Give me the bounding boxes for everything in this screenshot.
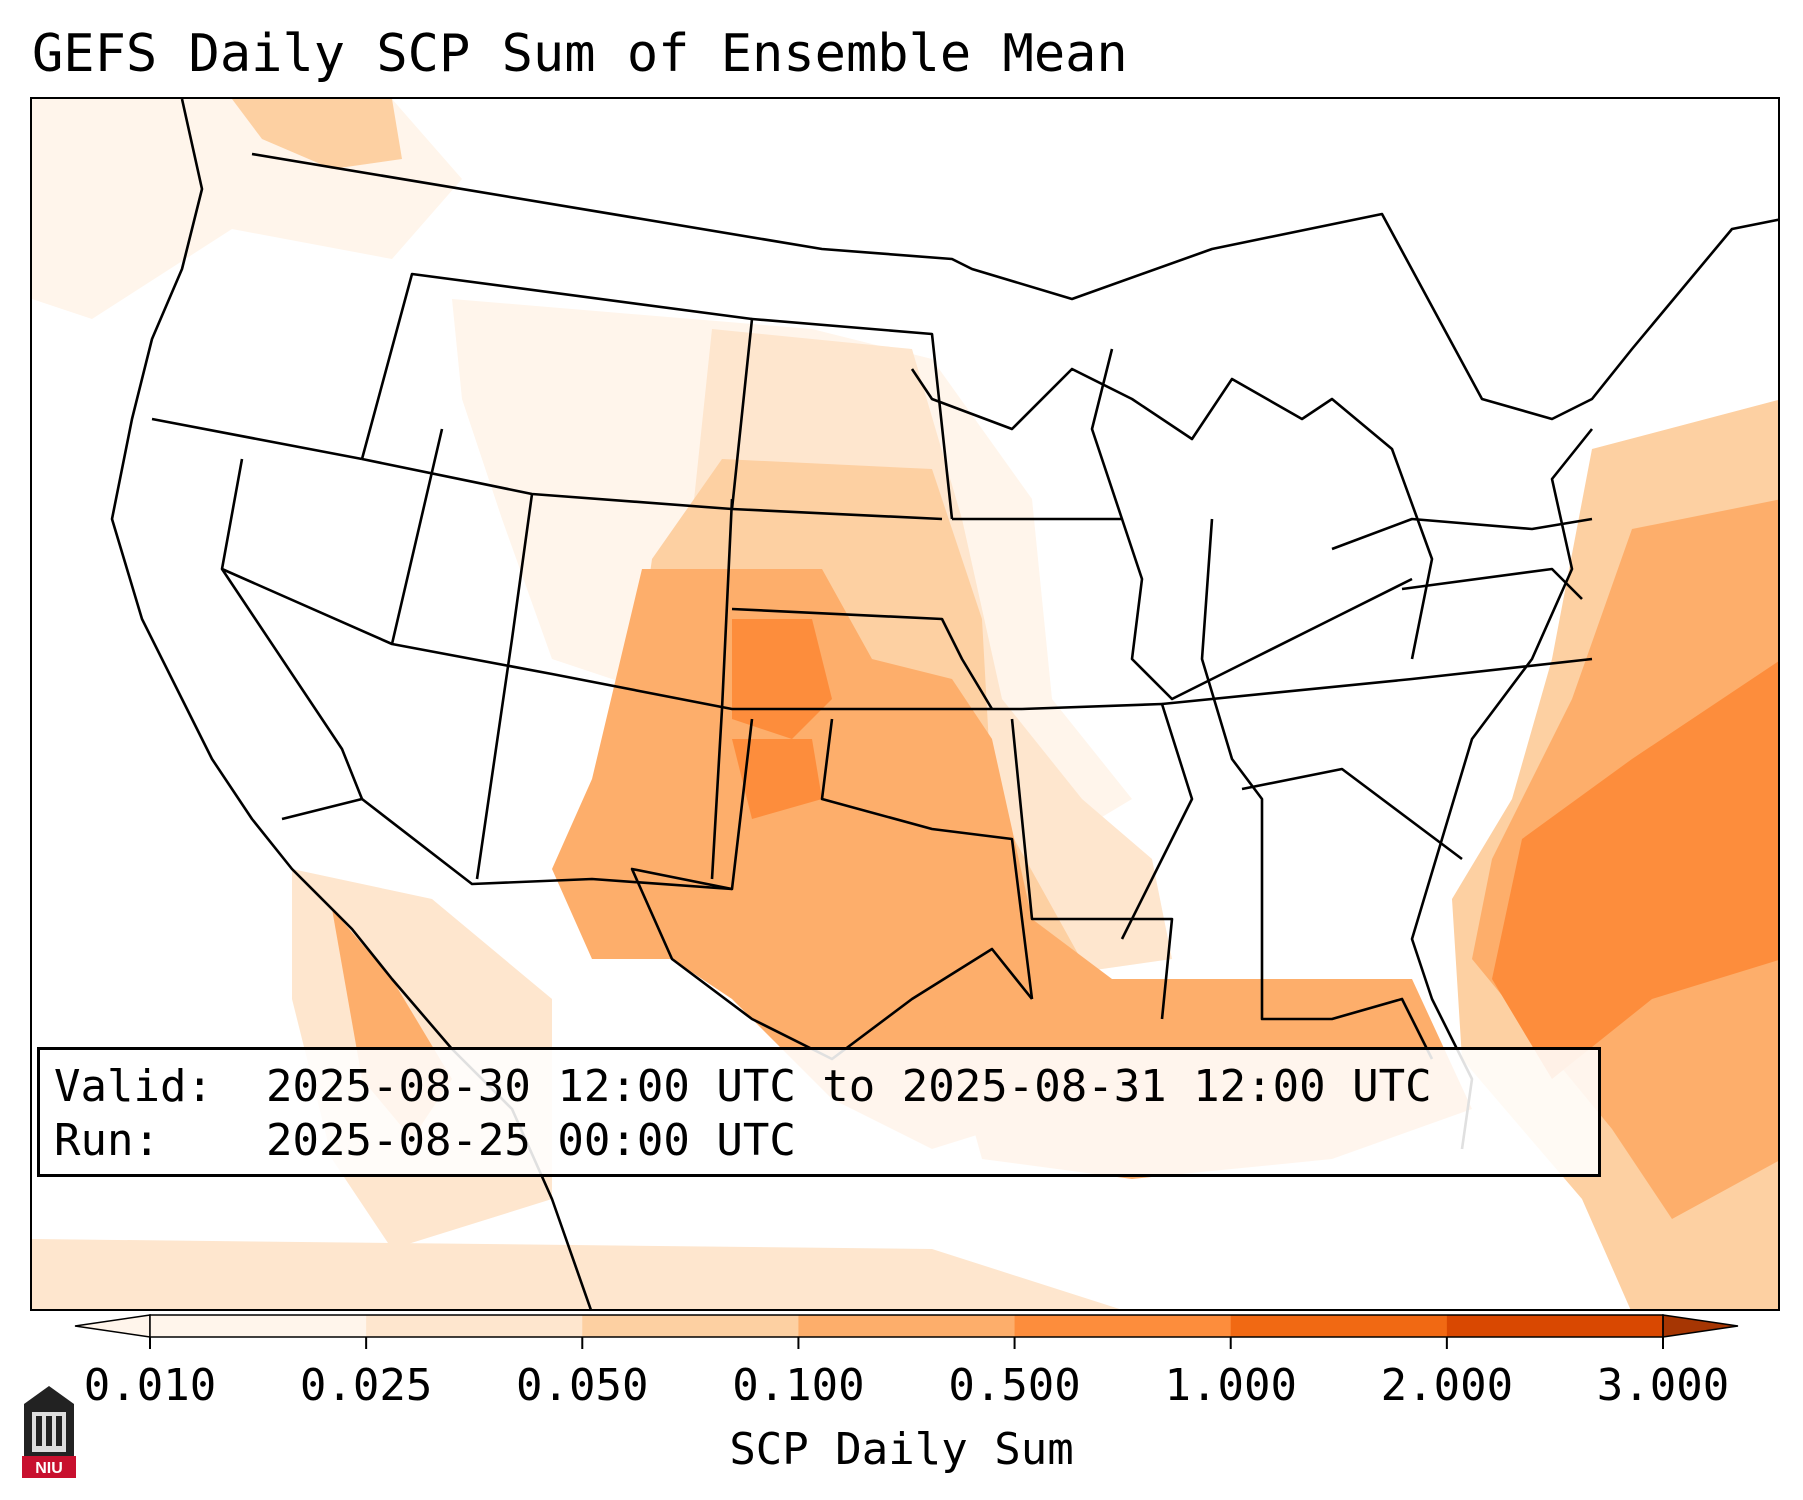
valid-label: Valid:	[54, 1061, 213, 1112]
run-value: 2025-08-25 00:00 UTC	[266, 1115, 796, 1166]
colorbar-tick-label: 0.500	[948, 1360, 1081, 1411]
niu-logo-icon: NIU	[22, 1386, 76, 1478]
colorbar-tick-label: 2.000	[1380, 1360, 1514, 1411]
colorbar-segment	[1230, 1315, 1448, 1337]
valid-value: 2025-08-30 12:00 UTC to 2025-08-31 12:00…	[266, 1061, 1432, 1112]
colorbar-segment	[366, 1315, 583, 1337]
colorbar-segment	[150, 1315, 367, 1337]
colorbar-segment	[798, 1315, 1016, 1337]
run-row: Run: 2025-08-25 00:00 UTC	[54, 1114, 1584, 1168]
state-borders	[110, 99, 1778, 1309]
colorbar-label: SCP Daily Sum	[729, 1424, 1074, 1475]
colorbar-extend-low	[74, 1314, 151, 1338]
colorbar-tick-label: 1.000	[1164, 1360, 1297, 1411]
map-title: GEFS Daily SCP Sum of Ensemble Mean	[32, 24, 1128, 84]
colorbar-tick-label: 0.025	[299, 1360, 433, 1411]
colorbar-tick-label: 3.000	[1596, 1360, 1730, 1411]
colorbar-tick-label: 0.050	[516, 1360, 649, 1411]
colorbar-tick-label: 0.100	[732, 1360, 865, 1411]
validity-info-box: Valid: 2025-08-30 12:00 UTC to 2025-08-31…	[37, 1047, 1601, 1177]
logo-text: NIU	[35, 1460, 63, 1477]
colorbar-extend-high	[1662, 1314, 1739, 1338]
colorbar-tick-label: 0.010	[83, 1360, 217, 1411]
colorbar-segment	[582, 1315, 799, 1337]
colorbar-outline	[149, 1314, 1664, 1338]
run-label: Run:	[54, 1115, 160, 1166]
colorbar-segment	[1446, 1315, 1664, 1337]
valid-row: Valid: 2025-08-30 12:00 UTC to 2025-08-31…	[54, 1060, 1584, 1114]
colorbar-segment	[1014, 1315, 1232, 1337]
